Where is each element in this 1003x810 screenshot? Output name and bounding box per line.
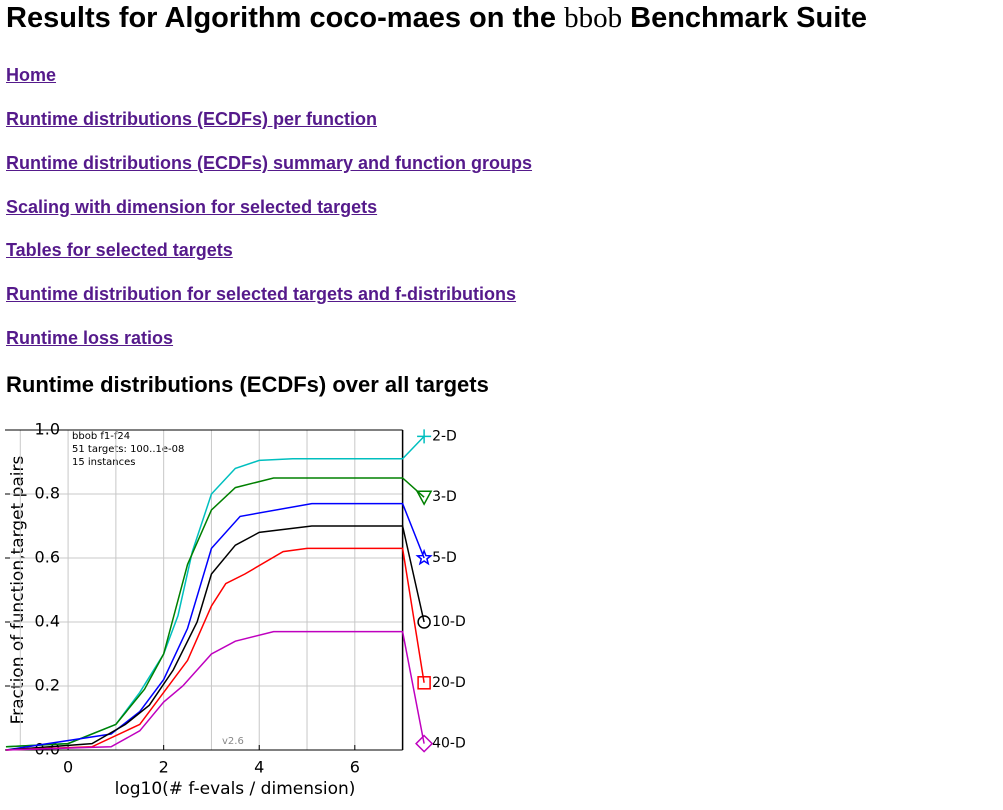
series-line: [5, 525, 425, 751]
marker: [415, 490, 433, 506]
marker: [415, 734, 434, 753]
legend-label: 10-D: [432, 614, 466, 630]
x-tick-label: 0: [63, 758, 73, 777]
series-line: [5, 630, 425, 751]
x-axis-label: log10(# f-evals / dimension): [115, 779, 356, 799]
nav-link[interactable]: Scaling with dimension for selected targ…: [6, 197, 378, 217]
version-label: v2.6: [222, 736, 244, 747]
legend-label: 3-D: [432, 489, 457, 505]
marker: [417, 429, 432, 444]
series-line: [5, 502, 425, 751]
annotation: bbob f1-f24: [72, 431, 130, 442]
series-line: [5, 547, 425, 751]
nav-link[interactable]: Runtime loss ratios: [6, 328, 174, 348]
legend-label: 20-D: [432, 675, 466, 691]
marker: [415, 548, 433, 566]
marker: [417, 676, 431, 690]
nav-link[interactable]: Tables for selected targets: [6, 240, 233, 260]
annotation: 15 instances: [72, 457, 135, 468]
x-tick-label: 2: [159, 758, 169, 777]
x-tick-label: 6: [350, 758, 360, 777]
title-text: Results for Algorithm coco-maes on the: [6, 2, 556, 34]
series-line: [5, 477, 425, 748]
marker: [417, 615, 431, 629]
series-line: [5, 435, 425, 748]
y-tick-label: 0.4: [35, 612, 60, 631]
ecdf-chart: bbob f1-f24 51 targets: 100..1e-08 15 in…: [5, 420, 466, 799]
annotation: 51 targets: 100..1e-08: [72, 444, 184, 455]
y-tick-label: 0.2: [35, 676, 60, 695]
y-tick-label: 0.8: [35, 484, 60, 503]
legend-label: 2-D: [432, 428, 457, 444]
title-text: Benchmark Suite: [630, 2, 868, 34]
legend-label: 5-D: [432, 550, 457, 566]
x-tick-label: 4: [254, 758, 264, 777]
y-tick-label: 0.6: [35, 548, 60, 567]
y-tick-label: 1.0: [35, 420, 60, 439]
page-title: Results for Algorithm coco-maes on the b…: [6, 2, 867, 35]
y-axis-label: Fraction of function,target pairs: [8, 455, 28, 724]
legend-label: 40-D: [432, 736, 466, 752]
nav-link[interactable]: Runtime distributions (ECDFs) summary an…: [6, 153, 533, 173]
nav-link[interactable]: Runtime distributions (ECDFs) per functi…: [6, 109, 377, 129]
nav-link[interactable]: Runtime distribution for selected target…: [6, 284, 517, 304]
suite-name: bbob: [564, 2, 623, 34]
section-heading: Runtime distributions (ECDFs) over all t…: [6, 372, 489, 397]
nav-link[interactable]: Home: [6, 65, 57, 85]
